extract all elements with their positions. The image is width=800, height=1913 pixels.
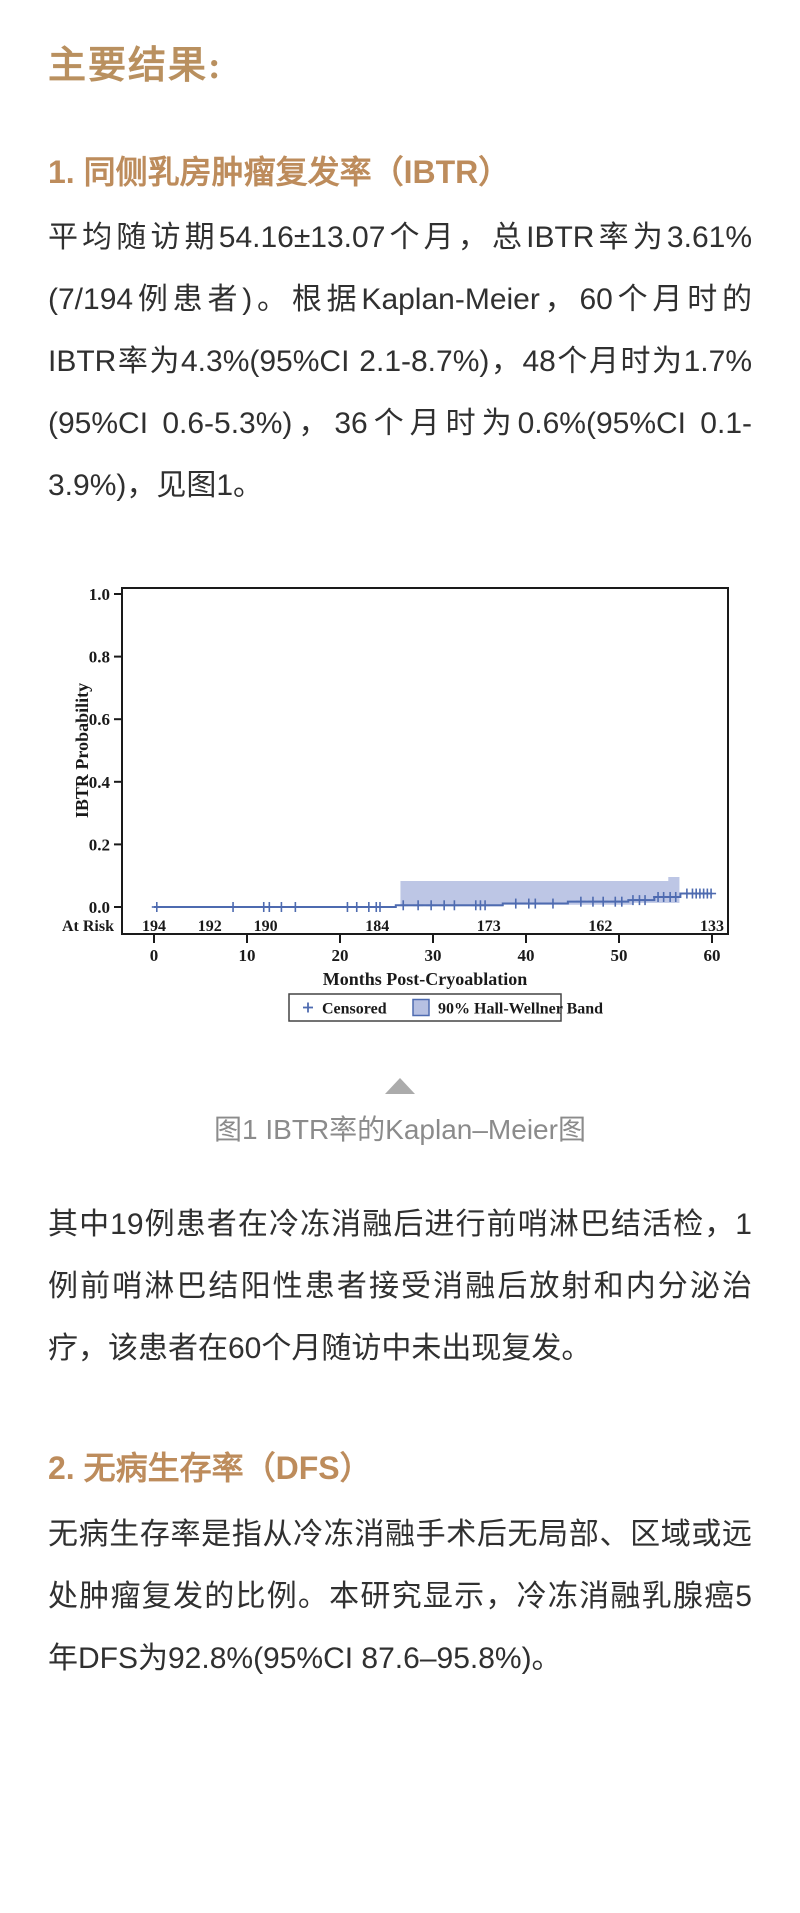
section-1-paragraph-2: 其中19例患者在冷冻消融后进行前哨淋巴结活检，1例前哨淋巴结阳性患者接受消融后放… bbox=[48, 1208, 752, 1366]
svg-text:90% Hall-Wellner Band: 90% Hall-Wellner Band bbox=[438, 1001, 603, 1018]
section-2-heading: 2. 无病生存率（DFS） bbox=[48, 1450, 372, 1487]
svg-text:0.4: 0.4 bbox=[89, 773, 111, 792]
svg-text:184: 184 bbox=[365, 918, 389, 935]
section-1-heading: 1. 同侧乳房肿瘤复发率（IBTR） bbox=[48, 153, 511, 190]
figure-1: 0.0 0.2 0.4 0.6 0.8 1.0 IBTR Probability 0 10 20 3… bbox=[48, 581, 752, 1150]
figure-1-caption: 图1 IBTR率的Kaplan–Meier图 bbox=[214, 1114, 586, 1146]
svg-text:Months Post-Cryoablation: Months Post-Cryoablation bbox=[323, 969, 528, 989]
svg-text:40: 40 bbox=[518, 946, 535, 965]
page-title: 主要结果: bbox=[48, 45, 223, 87]
svg-text:30: 30 bbox=[425, 946, 442, 965]
svg-text:194: 194 bbox=[142, 918, 166, 935]
triangle-up-icon bbox=[385, 1078, 415, 1095]
svg-text:0: 0 bbox=[150, 946, 159, 965]
section-2-paragraph-1: 无病生存率是指从冷冻消融手术后无局部、区域或远处肿瘤复发的比例。本研究显示，冷冻… bbox=[48, 1517, 752, 1675]
svg-text:0.8: 0.8 bbox=[89, 648, 110, 667]
section-dfs: 2. 无病生存率（DFS） 无病生存率是指从冷冻消融手术后无局部、区域或远处肿瘤… bbox=[48, 1448, 752, 1690]
svg-text:190: 190 bbox=[254, 918, 278, 935]
svg-text:173: 173 bbox=[477, 918, 501, 935]
svg-text:IBTR Probability: IBTR Probability bbox=[72, 683, 92, 818]
svg-text:162: 162 bbox=[588, 918, 612, 935]
svg-text:10: 10 bbox=[239, 946, 256, 965]
svg-text:At Risk: At Risk bbox=[62, 918, 114, 935]
svg-text:60: 60 bbox=[704, 946, 721, 965]
svg-text:Censored: Censored bbox=[322, 1001, 387, 1018]
svg-text:20: 20 bbox=[332, 946, 349, 965]
section-1-paragraph-1: 平均随访期54.16±13.07个月，总IBTR率为3.61% (7/194例患… bbox=[48, 221, 752, 503]
svg-text:50: 50 bbox=[611, 946, 628, 965]
svg-text:0.2: 0.2 bbox=[89, 836, 110, 855]
section-ibtr: 1. 同侧乳房肿瘤复发率（IBTR） 平均随访期54.16±13.07个月，总I… bbox=[48, 152, 752, 1381]
svg-text:1.0: 1.0 bbox=[89, 585, 110, 604]
svg-text:0.6: 0.6 bbox=[89, 710, 110, 729]
article-page: 主要结果: 1. 同侧乳房肿瘤复发率（IBTR） 平均随访期54.16±13.0… bbox=[48, 45, 752, 1690]
svg-text:133: 133 bbox=[700, 918, 724, 935]
svg-text:192: 192 bbox=[198, 918, 222, 935]
svg-text:0.0: 0.0 bbox=[89, 898, 110, 917]
km-chart-svg: 0.0 0.2 0.4 0.6 0.8 1.0 IBTR Probability 0 10 20 3… bbox=[62, 585, 729, 1022]
